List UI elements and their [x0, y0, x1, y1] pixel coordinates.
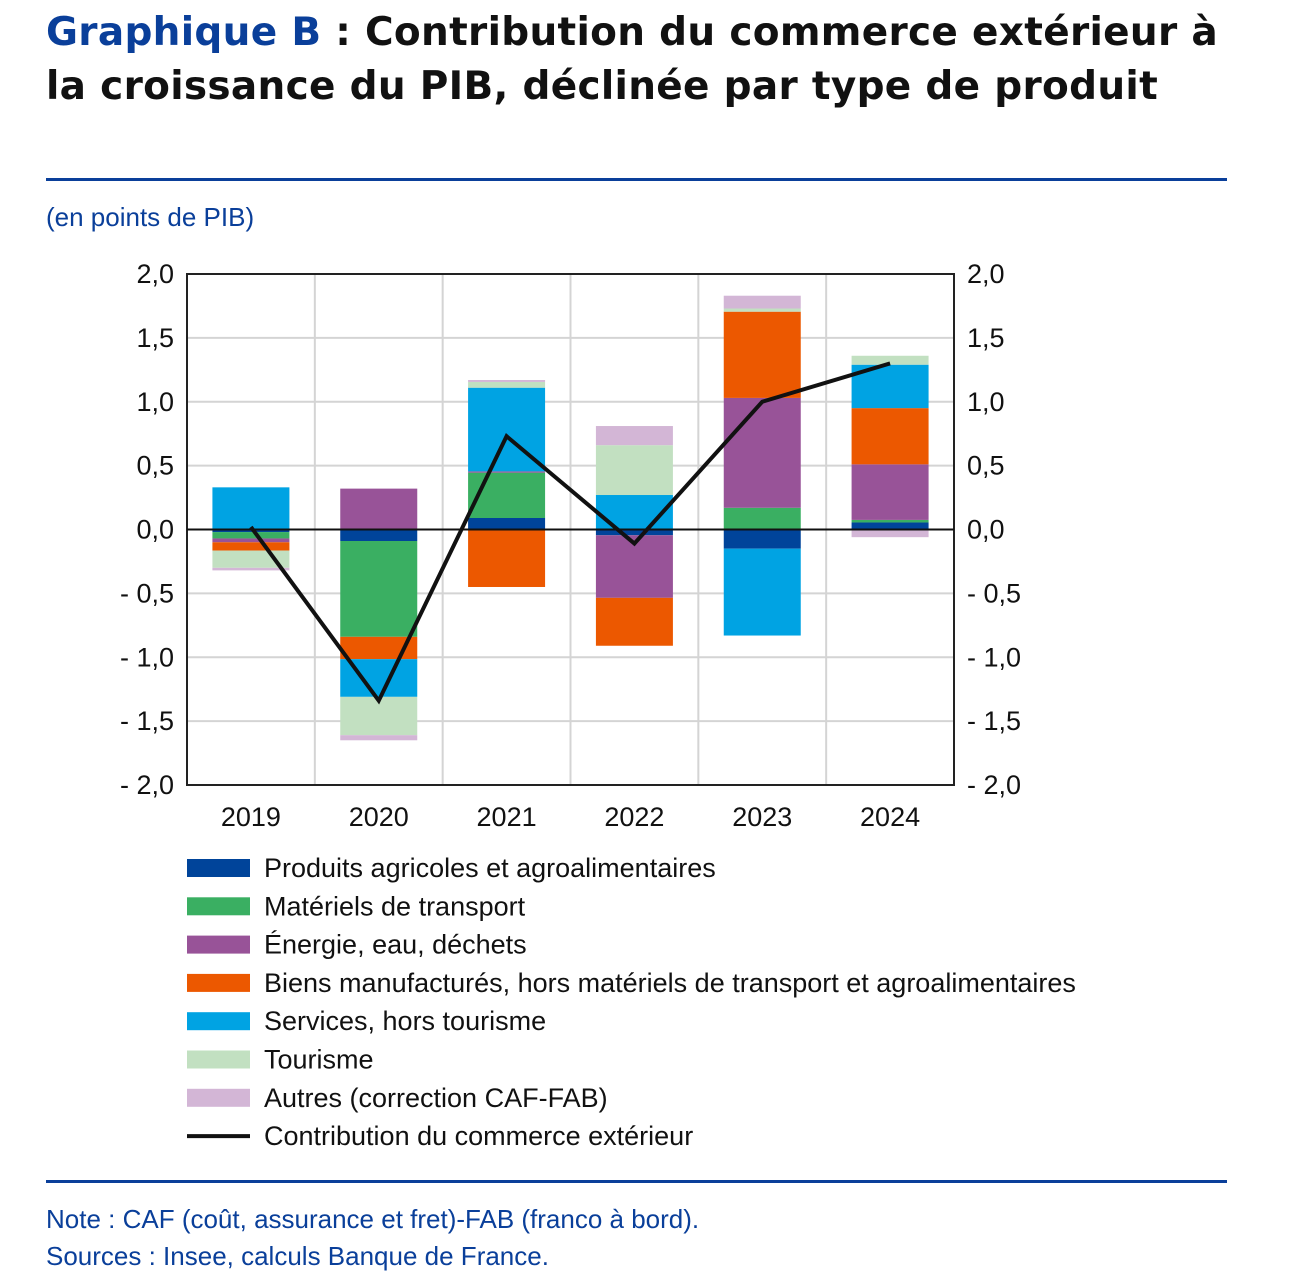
x-tick-label: 2019	[221, 802, 281, 832]
y-tick-left: - 0,5	[120, 578, 174, 608]
legend-label: Biens manufacturés, hors matériels de tr…	[264, 968, 1076, 998]
y-tick-right: 0,0	[967, 515, 1005, 545]
y-tick-right: 1,5	[967, 323, 1005, 353]
legend-label: Contribution du commerce extérieur	[264, 1121, 693, 1151]
bar-segment	[595, 529, 673, 536]
bar-segment	[340, 540, 418, 637]
bar-segment	[595, 445, 673, 496]
bar-segment	[340, 488, 418, 530]
y-tick-right: 1,0	[967, 387, 1005, 417]
bar-segment	[212, 538, 290, 543]
y-tick-left: 0,5	[136, 451, 174, 481]
bar-segment	[851, 519, 929, 523]
legend-swatch	[187, 1088, 250, 1107]
y-tick-right: - 0,5	[967, 578, 1021, 608]
chart-title-prefix: Graphique B	[46, 10, 322, 55]
bar-segment	[212, 532, 290, 539]
y-tick-left: 0,0	[136, 515, 174, 545]
y-tick-left: - 1,0	[120, 642, 174, 672]
y-tick-left: 1,5	[136, 323, 174, 353]
legend-swatch	[187, 935, 250, 954]
chart-title: Graphique B : Contribution du commerce e…	[46, 6, 1246, 114]
bar-segment	[340, 636, 418, 660]
chart-title-text: : Contribution du commerce extérieur à l…	[46, 10, 1218, 109]
legend-label: Matériels de transport	[264, 891, 526, 921]
bar-segment	[468, 380, 546, 382]
legend-label: Services, hors tourisme	[264, 1006, 546, 1036]
legend-label: Énergie, eau, déchets	[264, 930, 527, 960]
sources-text: Sources : Insee, calculs Banque de Franc…	[46, 1241, 549, 1271]
bar-segment	[468, 472, 546, 519]
bar-segment	[212, 529, 290, 533]
bar-segment	[851, 522, 929, 530]
y-tick-left: - 2,0	[120, 770, 174, 800]
bar-segment	[595, 597, 673, 646]
bar-segment	[340, 735, 418, 741]
bar-segment	[723, 295, 801, 309]
bar-segment	[723, 548, 801, 636]
bar-segment	[723, 507, 801, 530]
legend-swatch	[187, 1050, 250, 1069]
legend-swatch	[187, 1012, 250, 1031]
contribution-line	[249, 361, 891, 705]
y-tick-right: 0,5	[967, 451, 1005, 481]
bar-segment	[212, 487, 290, 530]
bar-segment	[212, 567, 290, 571]
x-tick-label: 2022	[604, 802, 664, 832]
legend-label: Produits agricoles et agroalimentaires	[264, 853, 716, 883]
legend-label: Tourisme	[264, 1045, 374, 1075]
legend-label: Autres (correction CAF-FAB)	[264, 1083, 608, 1113]
bar-segment	[851, 464, 929, 520]
legend-swatch	[187, 897, 250, 916]
bar-segment	[851, 408, 929, 465]
y-tick-left: 1,0	[136, 387, 174, 417]
y-tick-left: 2,0	[136, 259, 174, 289]
bar-segment	[851, 355, 929, 365]
y-tick-right: 2,0	[967, 259, 1005, 289]
y-tick-left: - 1,5	[120, 706, 174, 736]
bar-segment	[340, 529, 418, 541]
legend-swatch	[187, 859, 250, 877]
legend-swatch	[187, 973, 250, 992]
x-tick-label: 2023	[732, 802, 792, 832]
bar-segment	[723, 397, 801, 508]
top-divider	[46, 178, 1227, 181]
x-tick-label: 2024	[860, 802, 920, 832]
bar-segment	[468, 471, 546, 473]
bar-segment	[468, 518, 546, 530]
bar-segment	[468, 529, 546, 587]
y-tick-right: - 1,5	[967, 706, 1021, 736]
bar-segment	[212, 542, 290, 551]
bar-segment	[723, 308, 801, 312]
unit-label: (en points de PIB)	[46, 202, 255, 232]
x-tick-label: 2020	[349, 802, 409, 832]
bar-segment	[595, 426, 673, 446]
y-tick-right: - 1,0	[967, 642, 1021, 672]
bar-segment	[723, 529, 801, 549]
y-tick-right: - 2,0	[967, 770, 1021, 800]
bar-segment	[468, 381, 546, 388]
x-tick-label: 2021	[477, 802, 537, 832]
note-text: Note : CAF (coût, assurance et fret)-FAB…	[46, 1204, 700, 1234]
bottom-divider	[46, 1180, 1227, 1183]
bar-segment	[723, 311, 801, 398]
bar-segment	[851, 529, 929, 538]
